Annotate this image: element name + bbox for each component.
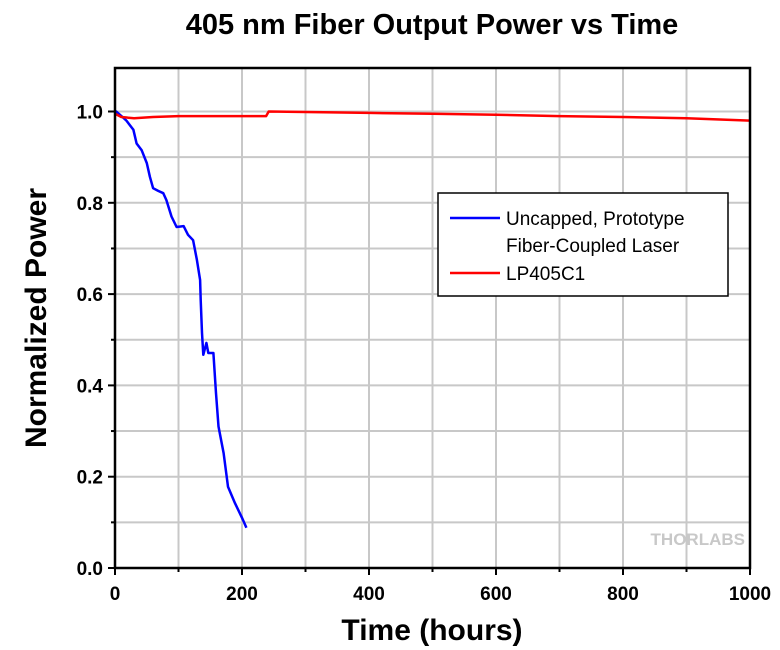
x-tick-label: 400 [353,584,385,605]
legend: Uncapped, Prototype Fiber-Coupled Laser … [437,192,729,297]
y-tick-label: 0.0 [77,559,103,580]
x-tick-label: 600 [480,584,512,605]
y-tick-label: 0.4 [77,376,104,397]
y-axis-label: Normalized Power [20,188,53,448]
y-tick-label: 0.8 [77,194,103,215]
grid [115,68,750,568]
legend-label-uncapped-line1: Uncapped, Prototype [506,209,685,230]
x-tick-label: 0 [110,584,121,605]
series-group [114,110,751,529]
thorlabs-watermark: THORLABS [651,530,745,549]
y-tick-label: 0.2 [77,468,103,489]
legend-label-lp405c1: LP405C1 [506,264,585,285]
legend-box [437,192,729,297]
series-line-uncapped [115,110,248,529]
y-tick-label: 1.0 [77,103,103,124]
ticks: 0 200 400 600 800 1000 0.0 0.2 0.4 0.6 0.8 1.0 [77,103,772,606]
series-line-lp405c1 [114,110,751,122]
x-tick-label: 200 [226,584,258,605]
y-tick-label: 0.6 [77,285,103,306]
x-tick-label: 800 [607,584,639,605]
legend-label-uncapped-line2: Fiber-Coupled Laser [506,236,680,257]
x-axis-label: Time (hours) [341,614,522,647]
x-tick-label: 1000 [729,584,771,605]
chart-title: 405 nm Fiber Output Power vs Time [186,9,679,41]
